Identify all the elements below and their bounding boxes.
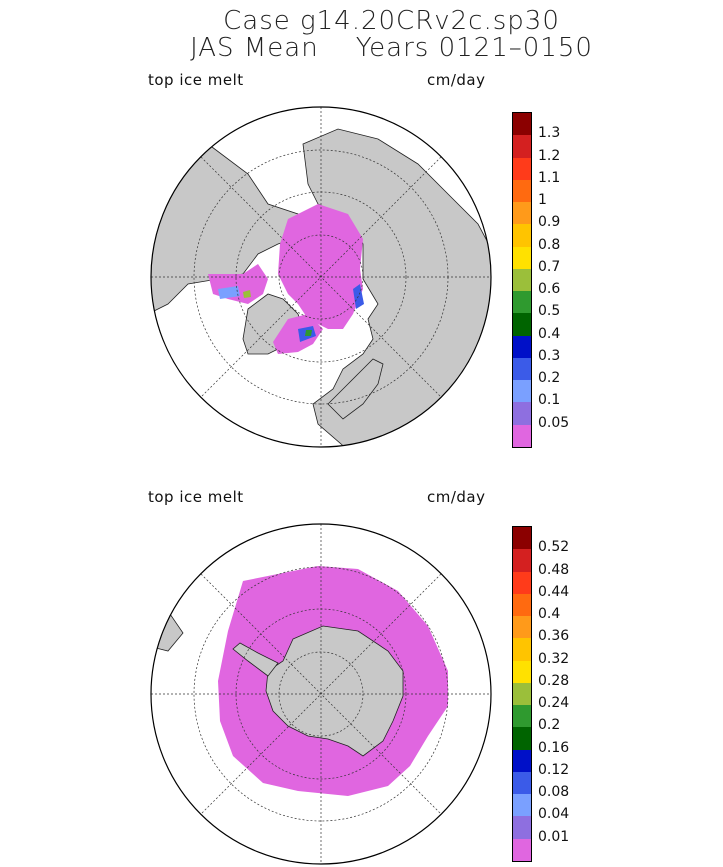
colorbar-tick-label: 0.1 (538, 392, 561, 409)
colorbar-tick-label: 0.4 (538, 606, 561, 623)
colorbar-swatch (513, 749, 531, 772)
colorbar-swatch (513, 402, 531, 425)
colorbar-swatch (513, 838, 531, 861)
colorbar-swatch (513, 593, 531, 617)
colorbar-tick-label: 0.8 (538, 236, 561, 253)
figure-title-line2: JAS Mean Years 0121–0150 (190, 33, 593, 63)
colorbar-swatch (513, 380, 531, 403)
sea-ice-barents (273, 314, 323, 354)
colorbar-swatch (513, 113, 531, 136)
colorbar-swatch (513, 794, 531, 817)
colorbar-swatch (513, 616, 531, 639)
colorbar-tick-label: 0.9 (538, 214, 561, 231)
panel2-units: cm/day (427, 488, 486, 506)
colorbar-swatch (513, 527, 531, 550)
colorbar-swatch (513, 157, 531, 180)
colorbar-tick-label: 0.2 (538, 370, 561, 387)
colorbar-swatch (513, 705, 531, 728)
melt-green-1 (305, 330, 312, 336)
colorbar-tick-label: 0.04 (538, 806, 570, 823)
panel1-colorbar (512, 112, 532, 448)
colorbar-tick-label: 0.3 (538, 347, 561, 364)
colorbar-swatch (513, 549, 531, 572)
colorbar-tick-label: 0.2 (538, 717, 561, 734)
land-antarctica (265, 625, 404, 757)
colorbar-tick-label: 0.7 (538, 258, 561, 275)
colorbar-swatch (513, 638, 531, 661)
colorbar-swatch (513, 424, 531, 447)
panel1-units: cm/day (427, 71, 486, 89)
colorbar-tick-label: 0.6 (538, 281, 561, 298)
melt-green-2 (243, 290, 251, 298)
colorbar-tick-label: 0.28 (538, 672, 570, 689)
colorbar-tick-label: 0.44 (538, 583, 570, 600)
colorbar-swatch (513, 771, 531, 795)
colorbar-tick-label: 1 (538, 192, 547, 209)
colorbar-swatch (513, 291, 531, 314)
colorbar-tick-label: 0.24 (538, 695, 570, 712)
colorbar-tick-label: 0.4 (538, 325, 561, 342)
colorbar-swatch (513, 571, 531, 594)
colorbar-swatch (513, 660, 531, 683)
colorbar-tick-label: 1.3 (538, 125, 561, 142)
colorbar-tick-label: 0.32 (538, 650, 570, 667)
colorbar-swatch (513, 246, 531, 269)
arctic-polar-map (150, 106, 492, 448)
colorbar-tick-label: 0.05 (538, 414, 570, 431)
colorbar-tick-label: 0.48 (538, 561, 570, 578)
land-scandinavia (327, 358, 384, 420)
colorbar-swatch (513, 335, 531, 358)
figure-title-line1: Case g14.20CRv2c.sp30 (223, 6, 560, 36)
sea-ice-central (278, 204, 363, 329)
antarctic-polar-map (150, 523, 492, 865)
colorbar-swatch (513, 268, 531, 292)
panel1-field-label: top ice melt (148, 71, 244, 89)
colorbar-swatch (513, 313, 531, 336)
melt-blue-2 (218, 286, 240, 299)
colorbar-tick-label: 0.01 (538, 828, 570, 845)
colorbar-tick-label: 0.5 (538, 303, 561, 320)
colorbar-tick-label: 0.08 (538, 784, 570, 801)
land-antarctic-peninsula (232, 642, 279, 677)
panel2-field-label: top ice melt (148, 488, 244, 506)
colorbar-swatch (513, 224, 531, 247)
colorbar-tick-label: 1.1 (538, 169, 561, 186)
colorbar-tick-label: 0.16 (538, 739, 570, 756)
land-north-america (151, 143, 309, 315)
colorbar-swatch (513, 135, 531, 158)
colorbar-swatch (513, 682, 531, 706)
colorbar-tick-label: 0.36 (538, 628, 570, 645)
colorbar-swatch (513, 179, 531, 203)
colorbar-tick-label: 0.52 (538, 539, 570, 556)
colorbar-swatch (513, 202, 531, 225)
colorbar-tick-label: 1.2 (538, 147, 561, 164)
colorbar-swatch (513, 727, 531, 750)
colorbar-swatch (513, 816, 531, 839)
colorbar-tick-label: 0.12 (538, 761, 570, 778)
panel2-colorbar (512, 526, 532, 862)
colorbar-swatch (513, 357, 531, 381)
